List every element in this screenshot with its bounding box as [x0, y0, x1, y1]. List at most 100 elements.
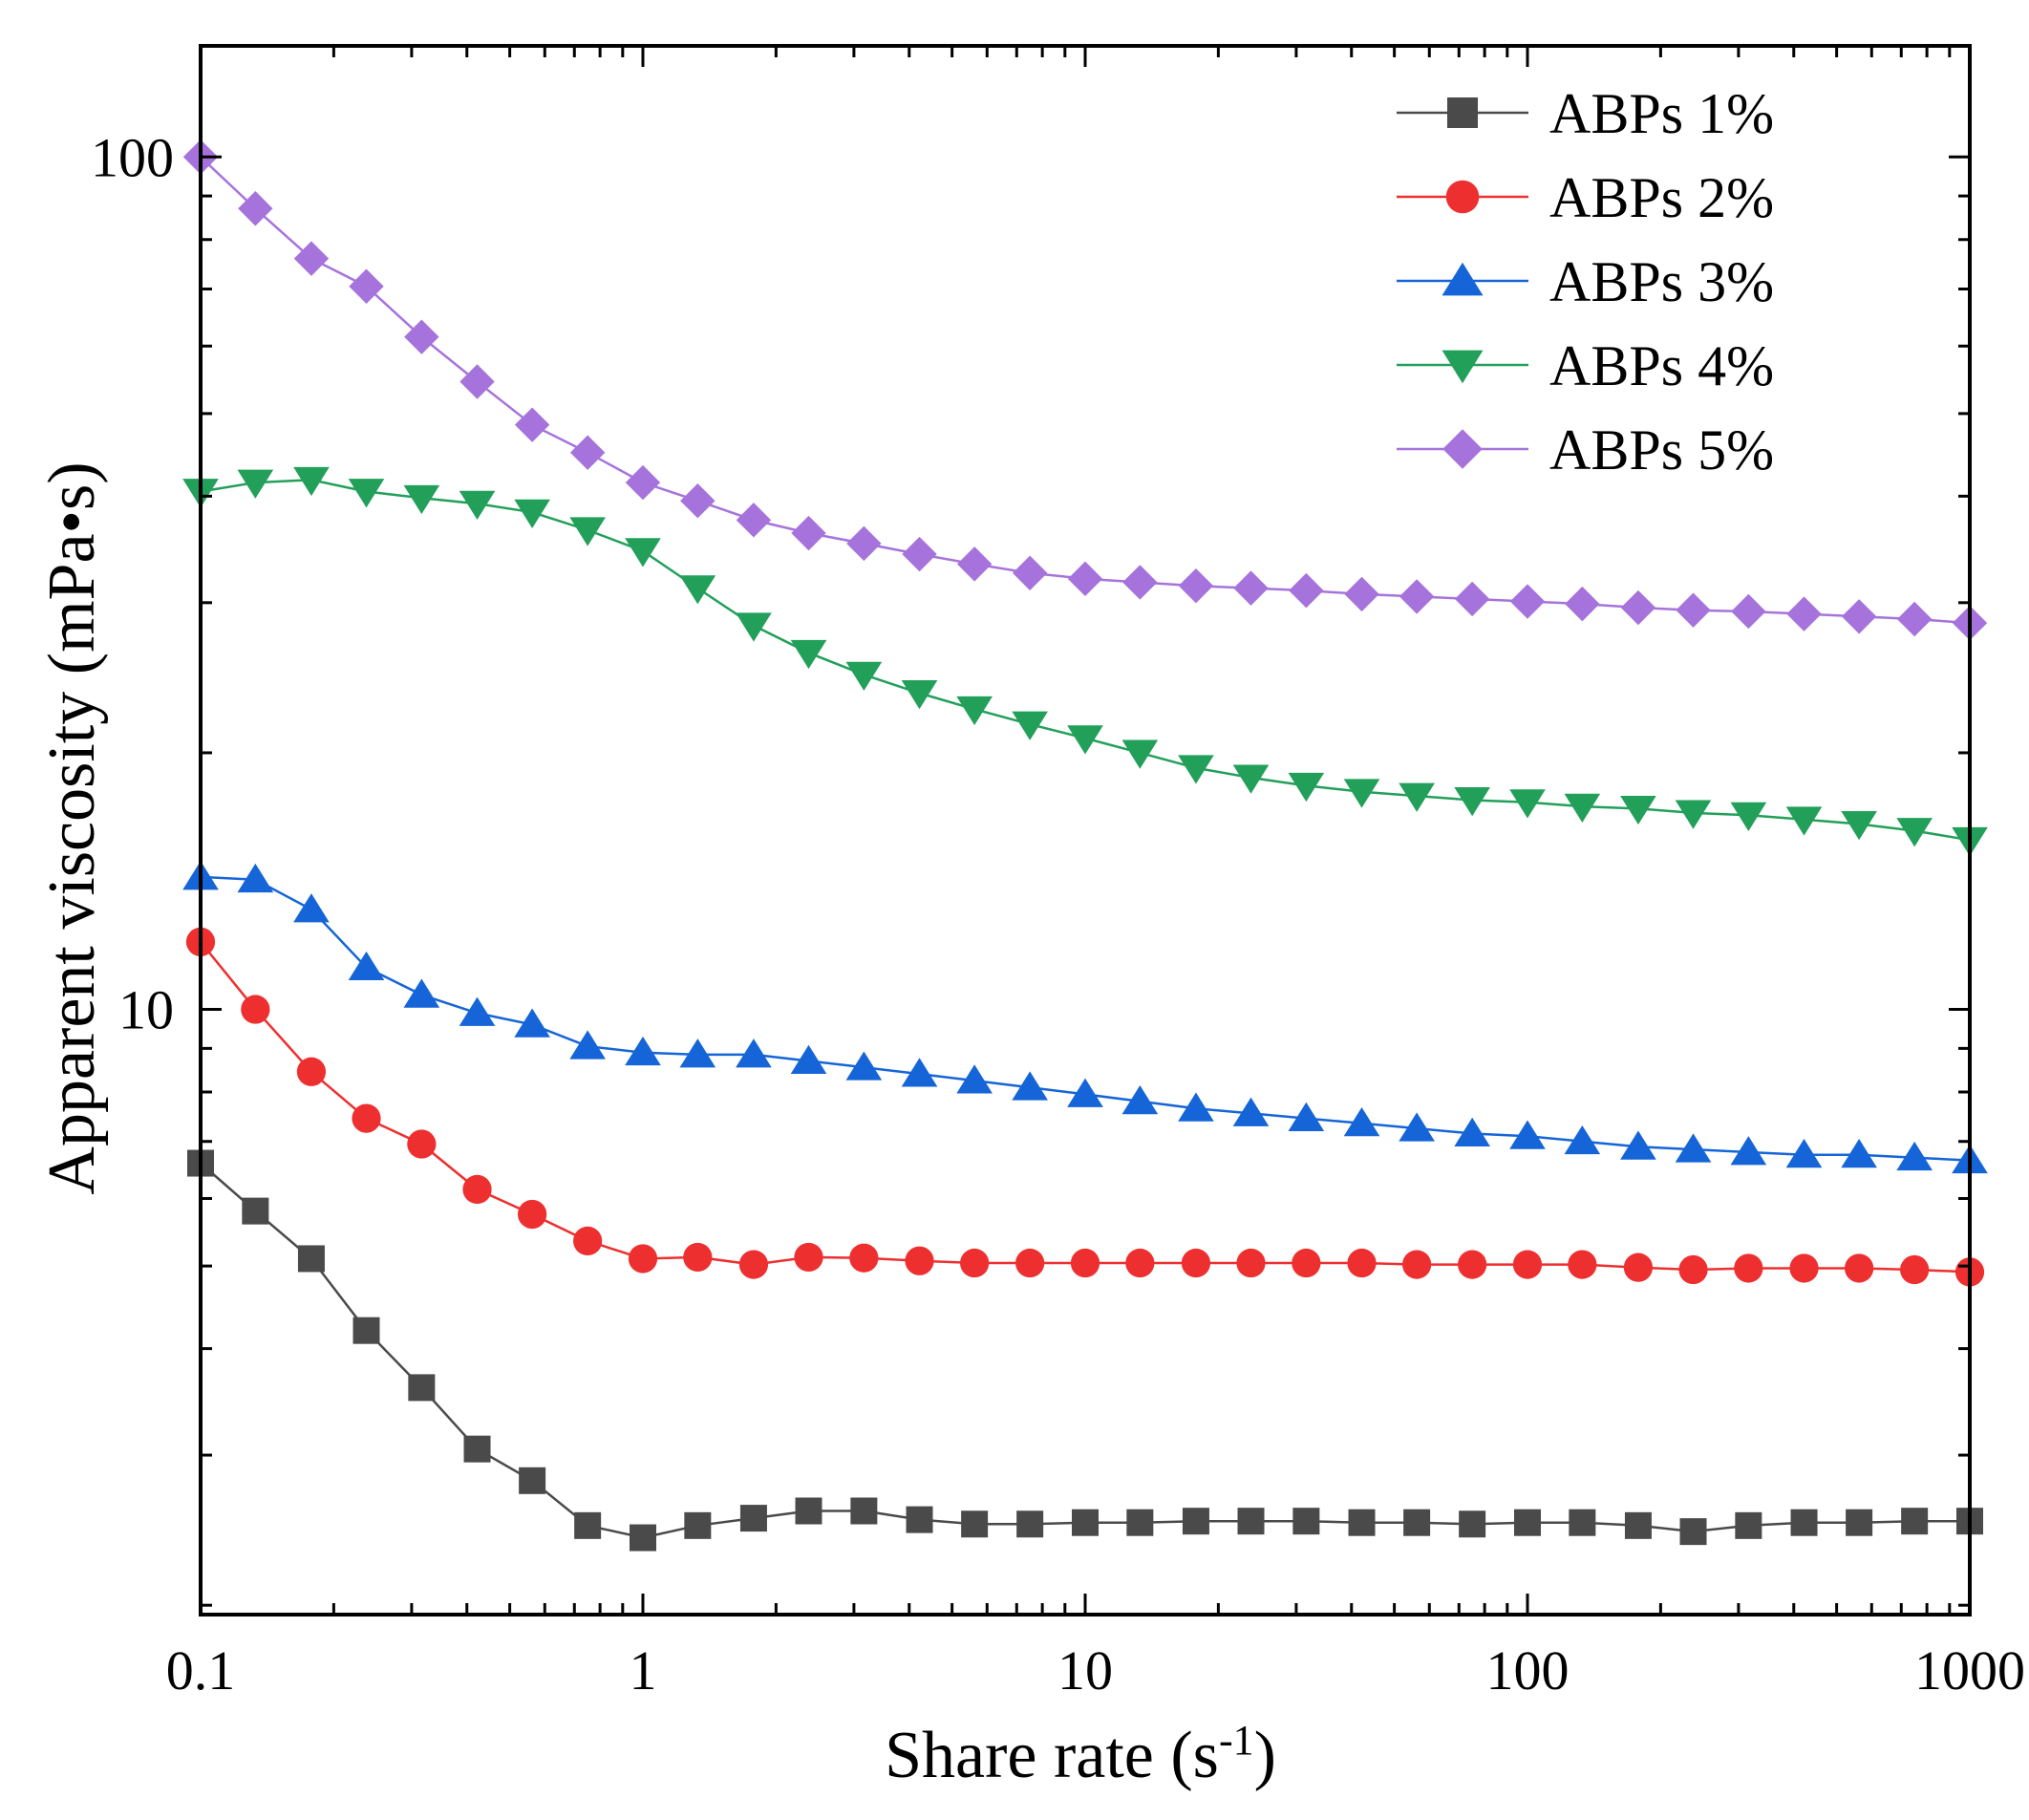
data-point: [794, 1242, 823, 1273]
data-point: [1841, 599, 1877, 634]
data-point: [1620, 795, 1656, 825]
data-point: [519, 1467, 546, 1494]
data-point: [1178, 755, 1214, 784]
data-point: [901, 1058, 938, 1087]
data-point: [1121, 1085, 1159, 1115]
data-point: [738, 1250, 769, 1279]
data-point: [683, 1242, 713, 1273]
data-point: [242, 1197, 269, 1225]
x-tick-label: 100: [1486, 1639, 1570, 1702]
legend-marker: [1445, 180, 1480, 214]
legend-marker: [1447, 97, 1478, 128]
legend-marker: [1442, 262, 1484, 296]
data-point: [906, 1506, 933, 1533]
data-point: [1288, 1102, 1325, 1132]
data-point: [845, 1051, 883, 1081]
data-point: [1675, 1133, 1712, 1163]
data-point: [1126, 1509, 1154, 1536]
data-point: [1067, 1078, 1103, 1107]
data-point: [1565, 586, 1600, 622]
data-point: [1403, 1509, 1431, 1536]
data-point: [850, 1497, 878, 1525]
data-point: [1399, 782, 1435, 812]
data-point: [293, 466, 330, 497]
data-point: [352, 1317, 380, 1344]
data-point: [795, 1497, 822, 1525]
data-point: [1459, 1510, 1486, 1538]
legend-item-5: ABPs 5%: [1397, 418, 1774, 482]
y-axis-title: Apparent viscosity (mPa•s): [35, 461, 109, 1194]
data-point: [1012, 711, 1048, 740]
legend-item-4: ABPs 4%: [1397, 334, 1774, 397]
data-point: [1288, 772, 1325, 803]
data-point: [352, 1103, 381, 1133]
data-point: [574, 1511, 602, 1539]
data-point: [1012, 555, 1048, 591]
data-point: [1730, 802, 1767, 832]
legend-label: ABPs 5%: [1549, 418, 1774, 482]
series-line: [200, 479, 1971, 842]
x-axis-title: Share rate (s-1): [885, 1717, 1276, 1792]
data-point: [1901, 1508, 1929, 1535]
series-line: [200, 1162, 1970, 1539]
data-point: [1067, 561, 1103, 597]
data-point: [1344, 576, 1379, 612]
y-tick-label: 100: [91, 126, 174, 188]
data-point: [1292, 1508, 1320, 1535]
data-point: [956, 1064, 993, 1094]
data-point: [1896, 601, 1933, 637]
data-point: [1514, 1509, 1541, 1536]
data-point: [1348, 1509, 1376, 1536]
data-point: [1509, 1120, 1546, 1149]
data-point: [1458, 1250, 1487, 1279]
data-point: [237, 469, 274, 499]
legend-label: ABPs 2%: [1549, 166, 1774, 229]
data-point: [736, 1038, 772, 1068]
data-point: [1735, 1511, 1762, 1539]
data-point: [625, 1036, 661, 1066]
data-point: [1900, 1254, 1930, 1285]
series-4: [182, 466, 1988, 857]
data-point: [569, 517, 606, 546]
data-point: [573, 1226, 603, 1256]
series-2: [185, 927, 1985, 1287]
data-point: [237, 863, 274, 893]
data-point: [1343, 779, 1380, 808]
data-point: [514, 407, 550, 442]
data-point: [625, 538, 661, 567]
data-point: [1679, 1518, 1707, 1546]
x-tick-label: 1000: [1914, 1639, 2025, 1702]
data-point: [1236, 1248, 1266, 1278]
data-point: [241, 995, 270, 1024]
data-point: [1178, 1092, 1214, 1122]
data-point: [628, 1244, 658, 1274]
data-point: [1012, 1071, 1048, 1101]
data-point: [459, 996, 496, 1026]
data-point: [1237, 1508, 1265, 1535]
data-point: [901, 680, 938, 710]
data-point: [514, 499, 550, 528]
data-point: [1675, 800, 1712, 829]
data-point: [459, 364, 495, 399]
data-point: [349, 268, 384, 304]
data-point: [791, 515, 826, 551]
data-point: [845, 661, 883, 691]
x-tick-label: 0.1: [166, 1639, 236, 1702]
data-point: [408, 1374, 436, 1402]
data-point: [846, 525, 882, 562]
data-point: [1845, 1253, 1874, 1283]
data-point: [1624, 1511, 1652, 1539]
data-point: [736, 503, 772, 538]
data-point: [1789, 1253, 1819, 1283]
legend-marker: [1442, 350, 1484, 384]
data-point: [569, 435, 606, 470]
x-tick-label: 10: [1057, 1639, 1113, 1702]
legend-label: ABPs 4%: [1549, 334, 1774, 397]
data-point: [1402, 1250, 1432, 1279]
data-point: [790, 639, 827, 670]
series-layer: [182, 139, 1988, 1552]
data-point: [739, 1505, 767, 1532]
x-tick-label: 1: [630, 1639, 657, 1702]
data-point: [1564, 1124, 1601, 1155]
